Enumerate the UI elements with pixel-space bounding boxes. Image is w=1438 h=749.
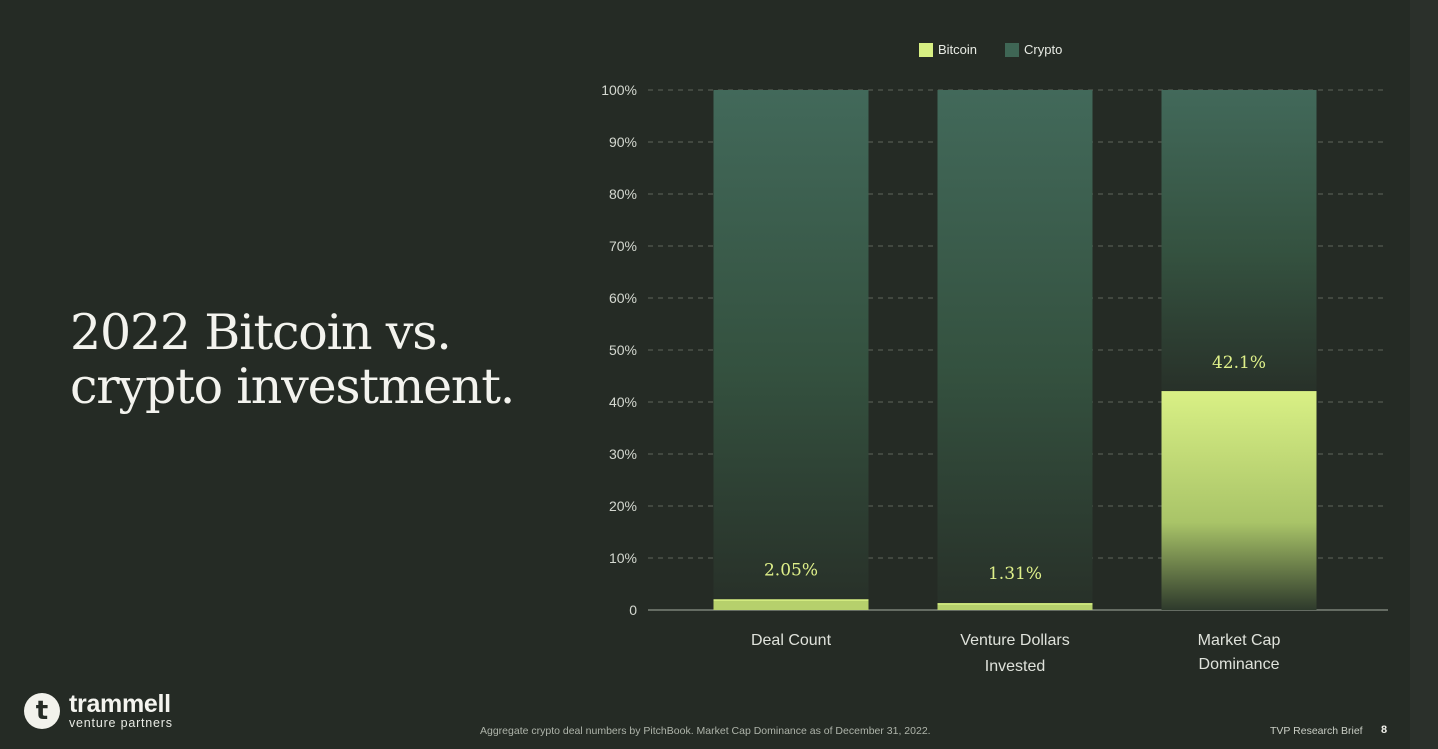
y-tick-label: 60%: [609, 290, 637, 306]
page-number: 8: [1381, 724, 1388, 736]
trammell-logo: t trammell venture partners: [24, 692, 173, 730]
y-tick-label: 0: [629, 602, 637, 618]
data-label: 42.1%: [1212, 353, 1266, 373]
bar-bitcoin: [937, 603, 1093, 610]
legend-item-bitcoin: Bitcoin: [919, 42, 977, 57]
y-tick-label: 20%: [609, 498, 637, 514]
y-tick-label: 100%: [601, 82, 637, 98]
slide-title-line-1: 2022 Bitcoin vs.: [70, 304, 452, 361]
bar-bitcoin: [1161, 391, 1317, 610]
data-label: 1.31%: [988, 564, 1042, 584]
bar-layer: [713, 90, 1317, 610]
bar-bitcoin-edge: [937, 603, 1093, 605]
legend-swatch-bitcoin: [919, 42, 933, 57]
y-tick-label: 90%: [609, 134, 637, 150]
logo-name: trammell: [69, 690, 171, 718]
slide-title-line-2: crypto investment.: [70, 358, 515, 415]
legend-label-bitcoin: Bitcoin: [938, 42, 978, 57]
x-category-label: Dominance: [1199, 656, 1280, 673]
y-tick-label: 80%: [609, 186, 637, 202]
data-label: 2.05%: [764, 560, 818, 580]
legend-swatch-crypto: [1005, 42, 1020, 57]
x-category-label: Market Cap: [1198, 632, 1281, 649]
y-tick-label: 50%: [609, 342, 637, 358]
source-footnote: Aggregate crypto deal numbers by PitchBo…: [480, 725, 931, 737]
right-edge-strip: [1410, 0, 1438, 749]
research-brief-label: TVP Research Brief: [1270, 725, 1363, 737]
legend-label-crypto: Crypto: [1024, 42, 1063, 57]
chart-legend: Bitcoin Crypto: [919, 42, 1062, 57]
logo-subtitle: venture partners: [69, 716, 173, 730]
slide-title: 2022 Bitcoin vs. crypto investment.: [70, 306, 590, 414]
x-category-label: Venture Dollars: [960, 632, 1069, 649]
trammell-t-logo-icon: t: [24, 693, 60, 729]
bar-crypto: [937, 90, 1093, 604]
x-category-label: Invested: [985, 658, 1045, 675]
x-category-label: Deal Count: [751, 632, 832, 649]
bar-bitcoin: [713, 599, 869, 610]
legend-item-crypto: Crypto: [1005, 42, 1062, 57]
bar-crypto: [713, 90, 869, 600]
y-tick-label: 70%: [609, 238, 637, 254]
y-tick-label: 40%: [609, 394, 637, 410]
y-tick-label: 10%: [609, 550, 637, 566]
label-layer: 0 10% 20% 30% 40% 50% 60% 70% 80% 90% 100% 2.05% Dea…: [601, 82, 1280, 675]
y-tick-label: 30%: [609, 446, 637, 462]
bar-crypto: [1161, 90, 1317, 392]
bar-bitcoin-edge: [713, 599, 869, 601]
